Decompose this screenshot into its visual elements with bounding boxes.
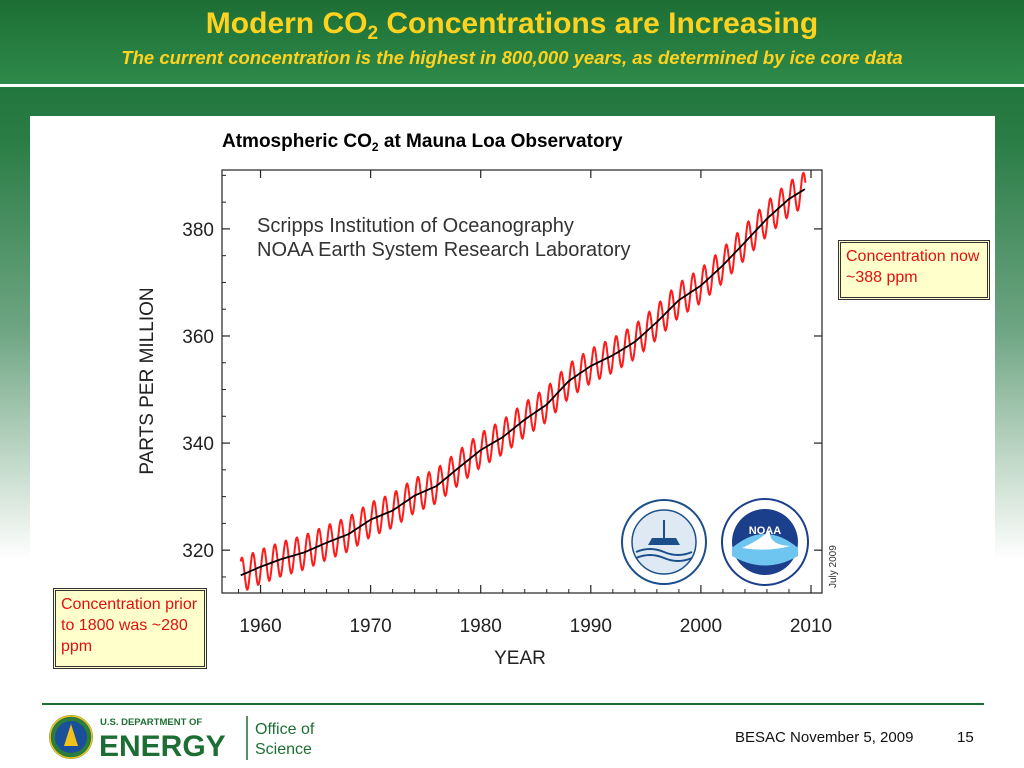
- callout-current-concentration: Concentration now ~388 ppm: [838, 240, 990, 300]
- chart-title-text: Atmospheric CO: [222, 131, 372, 152]
- callout-preindustrial-concentration: Concentration prior to 1800 was ~280 ppm: [53, 588, 207, 669]
- trend-series: [240, 188, 806, 577]
- title-text: Modern CO: [205, 7, 368, 40]
- slide-subtitle: The current concentration is the highest…: [121, 47, 903, 68]
- logo-office-line1: Office of: [255, 721, 315, 738]
- chart-title-subscript: 2: [371, 140, 379, 154]
- x-axis-label: YEAR: [494, 648, 546, 669]
- y-tick-label: 360: [182, 327, 214, 348]
- doe-office-of-science-logo: U.S. DEPARTMENT OF ENERGY Office of Scie…: [49, 715, 315, 763]
- y-tick-label: 380: [182, 220, 214, 241]
- trend-co2-line: [240, 188, 806, 577]
- doe-seal-icon: [49, 715, 93, 759]
- monthly-series: [239, 171, 807, 592]
- title-subscript: 2: [367, 23, 379, 44]
- x-tick-label: 1990: [570, 616, 612, 637]
- slide-title: Modern CO2 Concentrations are Increasing: [0, 6, 1024, 44]
- noaa-seal-icon: NOAA: [721, 498, 809, 586]
- footer-event: BESAC November 5, 2009: [735, 729, 914, 746]
- annotation-scripps: Scripps Institution of Oceanography: [257, 215, 574, 237]
- chart-panel: [30, 116, 995, 678]
- chart-title: Atmospheric CO2 at Mauna Loa Observatory: [222, 130, 782, 154]
- axis-layer: 1960 1970 1980 1990 2000 2010 320 340 360 380 YEAR…: [137, 170, 832, 669]
- x-tick-label: 1980: [460, 616, 502, 637]
- annotation-date: July 2009: [828, 545, 839, 588]
- y-tick-label: 340: [182, 434, 214, 455]
- monthly-co2-line: [239, 171, 807, 592]
- y-tick-label: 320: [182, 541, 214, 562]
- x-tick-label: 1960: [239, 616, 281, 637]
- scripps-seal-icon: [621, 499, 707, 585]
- logo-dept-text: U.S. DEPARTMENT OF: [100, 717, 202, 728]
- slide-header: Modern CO2 Concentrations are Increasing…: [0, 0, 1024, 84]
- x-tick-label: 1970: [349, 616, 391, 637]
- footer-divider: [42, 703, 984, 705]
- annotation-noaa: NOAA Earth System Research Laboratory: [257, 239, 631, 261]
- x-tick-label: 2010: [790, 616, 832, 637]
- logo-office-line2: Science: [255, 741, 312, 758]
- svg-text:NOAA: NOAA: [749, 525, 781, 537]
- page-number: 15: [957, 729, 974, 746]
- chart-title-text-rest: at Mauna Loa Observatory: [378, 131, 623, 152]
- plot-frame: [221, 169, 823, 594]
- y-axis-label: PARTS PER MILLION: [137, 287, 158, 474]
- x-tick-label: 2000: [680, 616, 722, 637]
- logo-energy-text: ENERGY: [99, 730, 226, 763]
- title-text-rest: Concentrations are Increasing: [378, 7, 819, 40]
- header-divider: [0, 84, 1024, 87]
